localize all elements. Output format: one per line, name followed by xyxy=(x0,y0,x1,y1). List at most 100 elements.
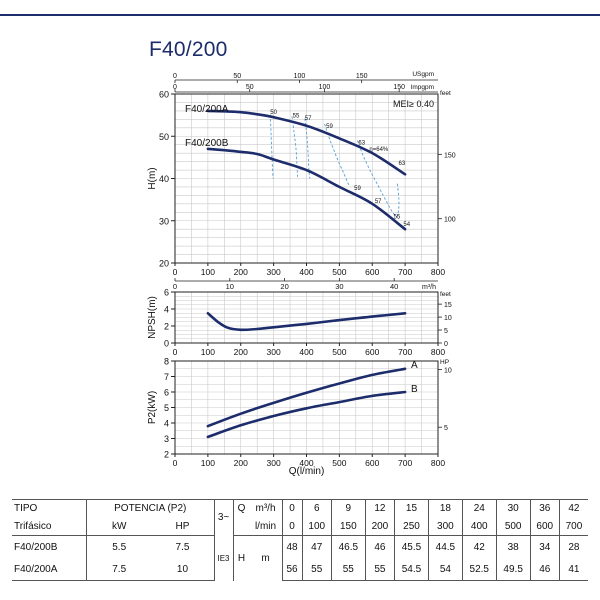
q-m3h-cell: 9 xyxy=(330,499,366,518)
y-tick-label: 30 xyxy=(159,216,169,226)
y-axis-title: P2(kW) xyxy=(147,391,158,424)
x-tick-label: 800 xyxy=(431,347,445,357)
hp-header: HP xyxy=(151,517,215,536)
x-tick-label: 600 xyxy=(365,458,379,468)
right-tick-label: 15 xyxy=(444,302,452,309)
x-tick-label: 0 xyxy=(173,458,178,468)
x-tick-label: 700 xyxy=(398,458,412,468)
h-label: H xyxy=(232,535,250,581)
x-tick-label: 200 xyxy=(234,267,248,277)
table-header-row-1: TIPO POTENCIA (P2) 3~ Q m³/h 0 6 9 12 15… xyxy=(12,499,588,536)
q-lmin-cell: 100 xyxy=(301,517,332,536)
power-label-b: B xyxy=(411,384,418,395)
right-tick-label: 5 xyxy=(444,425,448,432)
y-tick-label: 7 xyxy=(164,372,169,382)
q-m3h-cell: 18 xyxy=(427,499,463,518)
x-tick-label: 300 xyxy=(267,347,281,357)
right-tick-label: 100 xyxy=(444,217,456,224)
kw-value: 7.5 xyxy=(86,558,152,581)
q-lmin-cell: 250 xyxy=(394,517,429,536)
efficiency-label: 63 xyxy=(358,141,365,147)
head-value: 38 xyxy=(495,535,531,558)
x-tick-label: 800 xyxy=(431,267,445,277)
head-value: 34 xyxy=(529,535,560,558)
y-tick-label: 4 xyxy=(164,419,169,429)
right-unit: feet xyxy=(440,90,451,97)
head-value: 55 xyxy=(301,558,332,581)
head-value: 46 xyxy=(529,558,560,581)
head-value: 46.5 xyxy=(330,535,366,558)
usgpm-unit: USgpm xyxy=(412,71,434,78)
x-tick-label: 700 xyxy=(398,267,412,277)
x-tick-label: 100 xyxy=(201,458,215,468)
head-value: 28 xyxy=(558,535,588,558)
y-tick-label: 0 xyxy=(164,339,169,349)
right-unit: feet xyxy=(440,291,451,298)
efficiency-isoline xyxy=(324,123,350,185)
x-tick-label: 800 xyxy=(431,458,445,468)
efficiency-label: 57 xyxy=(375,199,382,205)
efficiency-label: 54 xyxy=(403,222,410,228)
head-value: 41 xyxy=(558,558,588,581)
usgpm-tick-label: 100 xyxy=(294,73,306,80)
x-tick-label: 0 xyxy=(173,267,178,277)
right-tick-label: 150 xyxy=(444,152,456,159)
series-line xyxy=(206,390,407,439)
efficiency-isoline xyxy=(357,140,400,217)
m-label: m xyxy=(261,552,270,564)
y-tick-label: 2 xyxy=(164,450,169,460)
y-axis-title: H(m) xyxy=(147,167,158,189)
x-tick-label: 600 xyxy=(365,347,379,357)
table-row: F40/200A 7.5 10 56 55 55 55 54.5 54 52.5… xyxy=(12,558,588,581)
q-m3h-cell: 24 xyxy=(461,499,497,518)
q-m3h-cell: 0 xyxy=(281,499,303,518)
y-tick-label: 4 xyxy=(164,305,169,315)
q-label: Q xyxy=(232,499,250,518)
right-unit: HP xyxy=(440,359,449,366)
x-tick-label: 100 xyxy=(201,347,215,357)
head-value: 42 xyxy=(461,535,497,558)
usgpm-tick-label: 50 xyxy=(233,73,241,80)
right-tick-label: 5 xyxy=(444,328,448,335)
q-lmin-cell: 500 xyxy=(495,517,531,536)
efficiency-isoline xyxy=(291,116,299,177)
mei-annotation: MEI≥ 0.40 xyxy=(393,99,434,109)
impgpm-tick-label: 50 xyxy=(246,84,254,91)
y-tick-label: 2 xyxy=(164,322,169,332)
series-line xyxy=(206,147,407,231)
q-lmin-cell: 300 xyxy=(427,517,463,536)
series-line xyxy=(206,109,407,176)
efficiency-label: 50 xyxy=(270,110,277,116)
head-value: 56 xyxy=(281,558,303,581)
q-m3h-cell: 30 xyxy=(495,499,531,518)
trifasico-label: Trifásico xyxy=(12,517,87,536)
y-tick-label: 6 xyxy=(164,388,169,398)
hp-value: 10 xyxy=(151,558,215,581)
impgpm-tick-label: 0 xyxy=(173,84,177,91)
q-lmin-cell: 700 xyxy=(558,517,588,536)
y-axis-title: NPSH(m) xyxy=(147,296,158,339)
m3h-unit: m³/h xyxy=(422,284,436,291)
performance-table: TIPO POTENCIA (P2) 3~ Q m³/h 0 6 9 12 15… xyxy=(12,499,588,581)
head-value: 54.5 xyxy=(394,558,429,581)
q-lmin-cell: 600 xyxy=(529,517,560,536)
page-title: F40/200 xyxy=(149,38,228,61)
efficiency-label: 59 xyxy=(354,186,361,192)
q-m3h-cell: 42 xyxy=(558,499,588,518)
q-m3h-cell: 12 xyxy=(364,499,395,518)
impgpm-tick-label: 150 xyxy=(393,84,405,91)
x-tick-label: 0 xyxy=(173,347,178,357)
kw-value: 5.5 xyxy=(86,535,152,558)
q-m3h-cell: 6 xyxy=(301,499,332,518)
x-tick-label: 300 xyxy=(267,267,281,277)
x-tick-label: 500 xyxy=(332,458,346,468)
unit-m3h: m³/h xyxy=(249,499,283,518)
usgpm-tick-label: 0 xyxy=(173,73,177,80)
efficiency-isoline xyxy=(304,118,311,179)
efficiency-label: 57 xyxy=(305,116,312,122)
x-tick-label: 500 xyxy=(332,347,346,357)
right-tick-label: 10 xyxy=(444,315,452,322)
table-header-row-2: Trifásico kW HP l/min 0 100 150 200 250 … xyxy=(12,517,588,536)
head-value: 47 xyxy=(301,535,332,558)
